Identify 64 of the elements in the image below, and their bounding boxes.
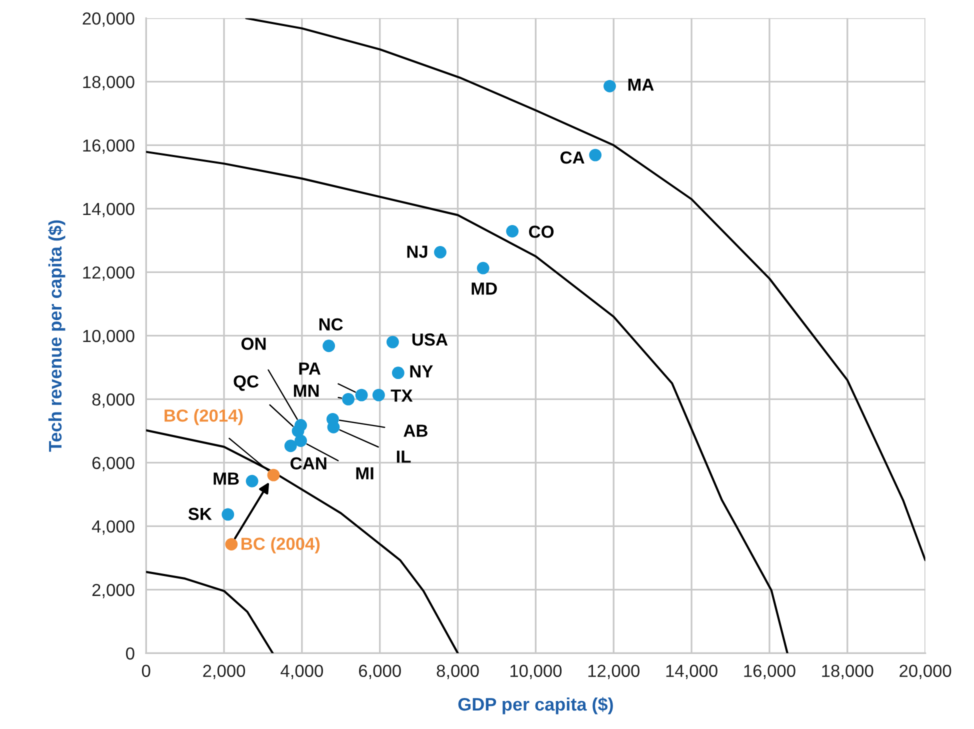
annotation: CO: [529, 226, 554, 238]
y-tick-label: 10,000: [83, 330, 134, 344]
x-tick-label: 16,000: [744, 664, 796, 680]
annotation: ON: [241, 338, 266, 350]
point: [322, 340, 336, 352]
point: [294, 434, 307, 447]
x-tick-label: 10,000: [510, 664, 562, 680]
x-tick-label: 20,000: [900, 664, 952, 680]
y-tick-label: 4,000: [92, 520, 134, 535]
point: [506, 225, 519, 238]
y-axis-title: Tech revenue per capita ($): [48, 220, 66, 452]
y-tick-label: 18,000: [83, 76, 134, 90]
annotation: MD: [472, 282, 497, 295]
annotation: SK: [188, 508, 212, 520]
annotation: MA: [628, 78, 654, 91]
point: [434, 246, 446, 258]
annotation: NY: [410, 365, 433, 378]
x-tick-label: 8,000: [436, 664, 479, 680]
point: [225, 538, 238, 550]
point: [355, 388, 368, 402]
point: [386, 336, 399, 348]
x-tick-label: 2,000: [203, 664, 246, 680]
annotation: MN: [294, 384, 319, 397]
point: [372, 388, 385, 402]
x-tick-label: 12,000: [588, 664, 640, 680]
annotation: CA: [560, 151, 584, 164]
annotation: CAN: [290, 457, 326, 470]
annotation: IL: [396, 450, 411, 463]
y-tick-label: 14,000: [83, 202, 134, 218]
y-tick-label: 0: [126, 647, 134, 660]
point: [392, 366, 404, 380]
y-tick-label: 16,000: [83, 139, 134, 154]
x-tick-label: 6,000: [359, 664, 401, 680]
annotation: AB: [404, 424, 428, 437]
y-tick-label: 6,000: [92, 456, 134, 472]
annotation: BC (2014): [164, 408, 243, 426]
point: [589, 148, 602, 162]
point: [267, 468, 280, 482]
annotation: MI: [356, 467, 374, 480]
point: [222, 508, 234, 521]
annotation: QC: [234, 375, 259, 391]
y-tick-label: 2,000: [92, 584, 134, 598]
x-tick-label: 4,000: [280, 664, 323, 680]
y-tick-label: 20,000: [82, 12, 134, 27]
annotation: NC: [319, 318, 343, 331]
point: [342, 392, 355, 406]
x-tick-label: 0: [142, 664, 150, 678]
line-series: [146, 570, 274, 654]
annotation: MB: [214, 472, 239, 485]
line-series: [146, 150, 788, 654]
point: [476, 262, 490, 274]
annotation: BC (2004): [242, 537, 320, 554]
annotation: NJ: [407, 246, 428, 258]
point: [246, 474, 258, 488]
point: [604, 80, 616, 92]
point: [284, 440, 297, 452]
y-tick-label: 12,000: [83, 266, 134, 281]
x-axis-title: GDP per capita ($): [458, 697, 613, 714]
annotation: PA: [299, 362, 321, 375]
y-tick-label: 8,000: [92, 393, 134, 408]
x-tick-label: 18,000: [822, 664, 874, 680]
annotation: USA: [412, 333, 448, 346]
annotation: TX: [390, 390, 413, 402]
x-tick-label: 14,000: [666, 664, 718, 680]
